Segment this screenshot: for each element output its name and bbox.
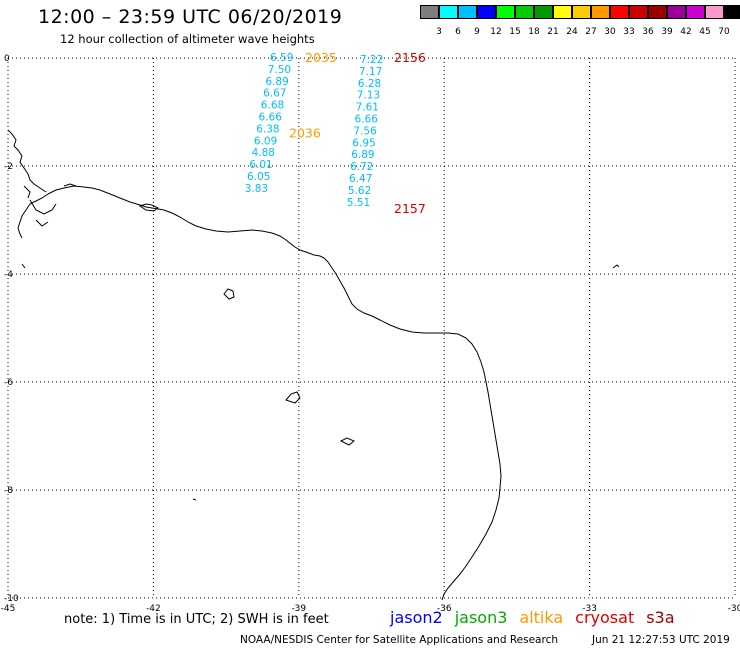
wave-height-value: 7.13 <box>357 90 380 102</box>
pass-time-label: 2156 <box>394 50 426 65</box>
map-note: note: 1) Time is in UTC; 2) SWH is in fe… <box>64 612 329 627</box>
pass-time-label: 2036 <box>289 126 321 141</box>
y-tick-label: -4 <box>4 270 13 280</box>
colorbar-label: 39 <box>661 27 673 37</box>
satellite-legend-item: cryosat <box>575 608 635 627</box>
island-marajo-small <box>138 203 159 212</box>
pass-time-label: 2157 <box>394 201 426 216</box>
coastline <box>7 129 620 601</box>
wave-height-value: 6.67 <box>263 88 286 100</box>
colorbar-label: 30 <box>604 27 616 37</box>
colorbar-label: 33 <box>623 27 635 37</box>
y-tick-label: -8 <box>4 486 13 496</box>
x-tick-label: -39 <box>291 604 306 614</box>
colorbar-swatch <box>458 5 477 19</box>
wave-height-value: 6.47 <box>349 173 372 185</box>
island-inland-2 <box>339 437 355 446</box>
wave-height-value: 7.17 <box>359 66 382 78</box>
colorbar-label: 42 <box>680 27 692 37</box>
colorbar-label: 15 <box>509 27 521 37</box>
wave-height-value: 6.59 <box>270 52 293 64</box>
colorbar-swatch <box>534 5 553 19</box>
wave-height-value: 6.09 <box>254 135 277 147</box>
wave-height-value: 7.22 <box>360 54 383 66</box>
colorbar-swatch <box>591 5 610 19</box>
map-subtitle: 12 hour collection of altimeter wave hei… <box>60 32 315 46</box>
wave-height-value: 6.28 <box>358 78 381 90</box>
wave-height-value: 6.89 <box>351 149 374 161</box>
colorbar-swatch <box>572 5 591 19</box>
colorbar-swatch <box>724 5 740 19</box>
footer-timestamp: Jun 21 12:27:53 UTC 2019 <box>592 634 730 646</box>
satellite-legend-item: altika <box>519 608 564 627</box>
wave-height-value: 6.01 <box>249 159 272 171</box>
colorbar-swatch <box>629 5 648 19</box>
colorbar-swatch <box>553 5 572 19</box>
map-title: 12:00 – 23:59 UTC 06/20/2019 <box>38 6 343 28</box>
colorbar-label: 18 <box>528 27 540 37</box>
satellite-legend-item: jason2 <box>390 608 443 627</box>
wave-height-value: 6.38 <box>256 123 279 135</box>
coastline-delta <box>7 129 77 239</box>
colorbar-swatch <box>686 5 705 19</box>
y-tick-label: -2 <box>4 162 13 172</box>
colorbar-label: 24 <box>566 27 578 37</box>
wave-height-value: 6.68 <box>261 100 284 112</box>
wave-height-value: 6.72 <box>350 161 373 173</box>
colorbar-swatch <box>496 5 515 19</box>
wave-height-value: 6.05 <box>247 171 270 183</box>
colorbar-swatch <box>667 5 686 19</box>
wave-height-value: 4.88 <box>252 147 275 159</box>
colorbar-swatch <box>420 5 439 19</box>
x-tick-label: -42 <box>146 604 161 614</box>
footer-credit: NOAA/NESDIS Center for Satellite Applica… <box>240 634 558 646</box>
wave-height-value: 7.50 <box>268 64 291 76</box>
wave-height-value: 5.62 <box>348 185 371 197</box>
island-fernando <box>285 391 301 404</box>
island-small-1 <box>192 498 197 501</box>
y-tick-label: 0 <box>4 54 10 64</box>
pass-time-label: 2035 <box>305 50 337 65</box>
x-tick-label: -33 <box>582 604 597 614</box>
x-tick-label: -45 <box>1 604 16 614</box>
x-tick-label: -30 <box>728 604 740 614</box>
coastline-main <box>47 185 502 601</box>
wave-height-value: 6.66 <box>259 112 283 124</box>
island-small-3 <box>21 263 26 269</box>
colorbar-label: 70 <box>718 27 730 37</box>
island-inland-1 <box>223 288 235 300</box>
colorbar-swatch <box>439 5 458 19</box>
wave-height-value: 3.83 <box>245 183 268 195</box>
colorbar-label: 3 <box>436 27 442 37</box>
colorbar-swatch <box>610 5 629 19</box>
colorbar-label: 9 <box>474 27 480 37</box>
y-tick-label: -6 <box>4 378 13 388</box>
colorbar-label: 12 <box>490 27 502 37</box>
island-small-2 <box>612 264 620 269</box>
wave-height-value: 6.95 <box>352 137 375 149</box>
x-tick-label: -36 <box>437 604 452 614</box>
colorbar-label: 21 <box>547 27 559 37</box>
wave-height-value: 6.89 <box>265 76 288 88</box>
axis-tick-labels: -45 -42 -39 -36 -33 -30 0 -2 -4 -6 -8 -10 <box>1 54 740 614</box>
satellite-legend-item: jason3 <box>454 608 508 627</box>
colorbar-swatch <box>477 5 496 19</box>
wave-height-value: 5.51 <box>347 197 370 209</box>
wave-height-value: 7.56 <box>353 125 377 137</box>
y-tick-label: -10 <box>4 594 19 604</box>
colorbar-swatch <box>705 5 724 19</box>
colorbar-swatch <box>648 5 667 19</box>
altimeter-tracks: 6.597.506.896.676.686.666.386.094.886.01… <box>245 50 426 216</box>
wave-height-value: 7.61 <box>356 102 379 114</box>
colorbar-label: 45 <box>699 27 711 37</box>
colorbar-swatch <box>515 5 534 19</box>
wave-height-value: 6.66 <box>355 114 379 126</box>
colorbar-label: 36 <box>642 27 654 37</box>
satellite-legend: jason2 jason3 altika cryosat s3a <box>390 608 687 627</box>
colorbar-label: 27 <box>585 27 597 37</box>
satellite-legend-item: s3a <box>646 608 675 627</box>
footer: NOAA/NESDIS Center for Satellite Applica… <box>240 634 730 646</box>
colorbar-label: 6 <box>455 27 461 37</box>
